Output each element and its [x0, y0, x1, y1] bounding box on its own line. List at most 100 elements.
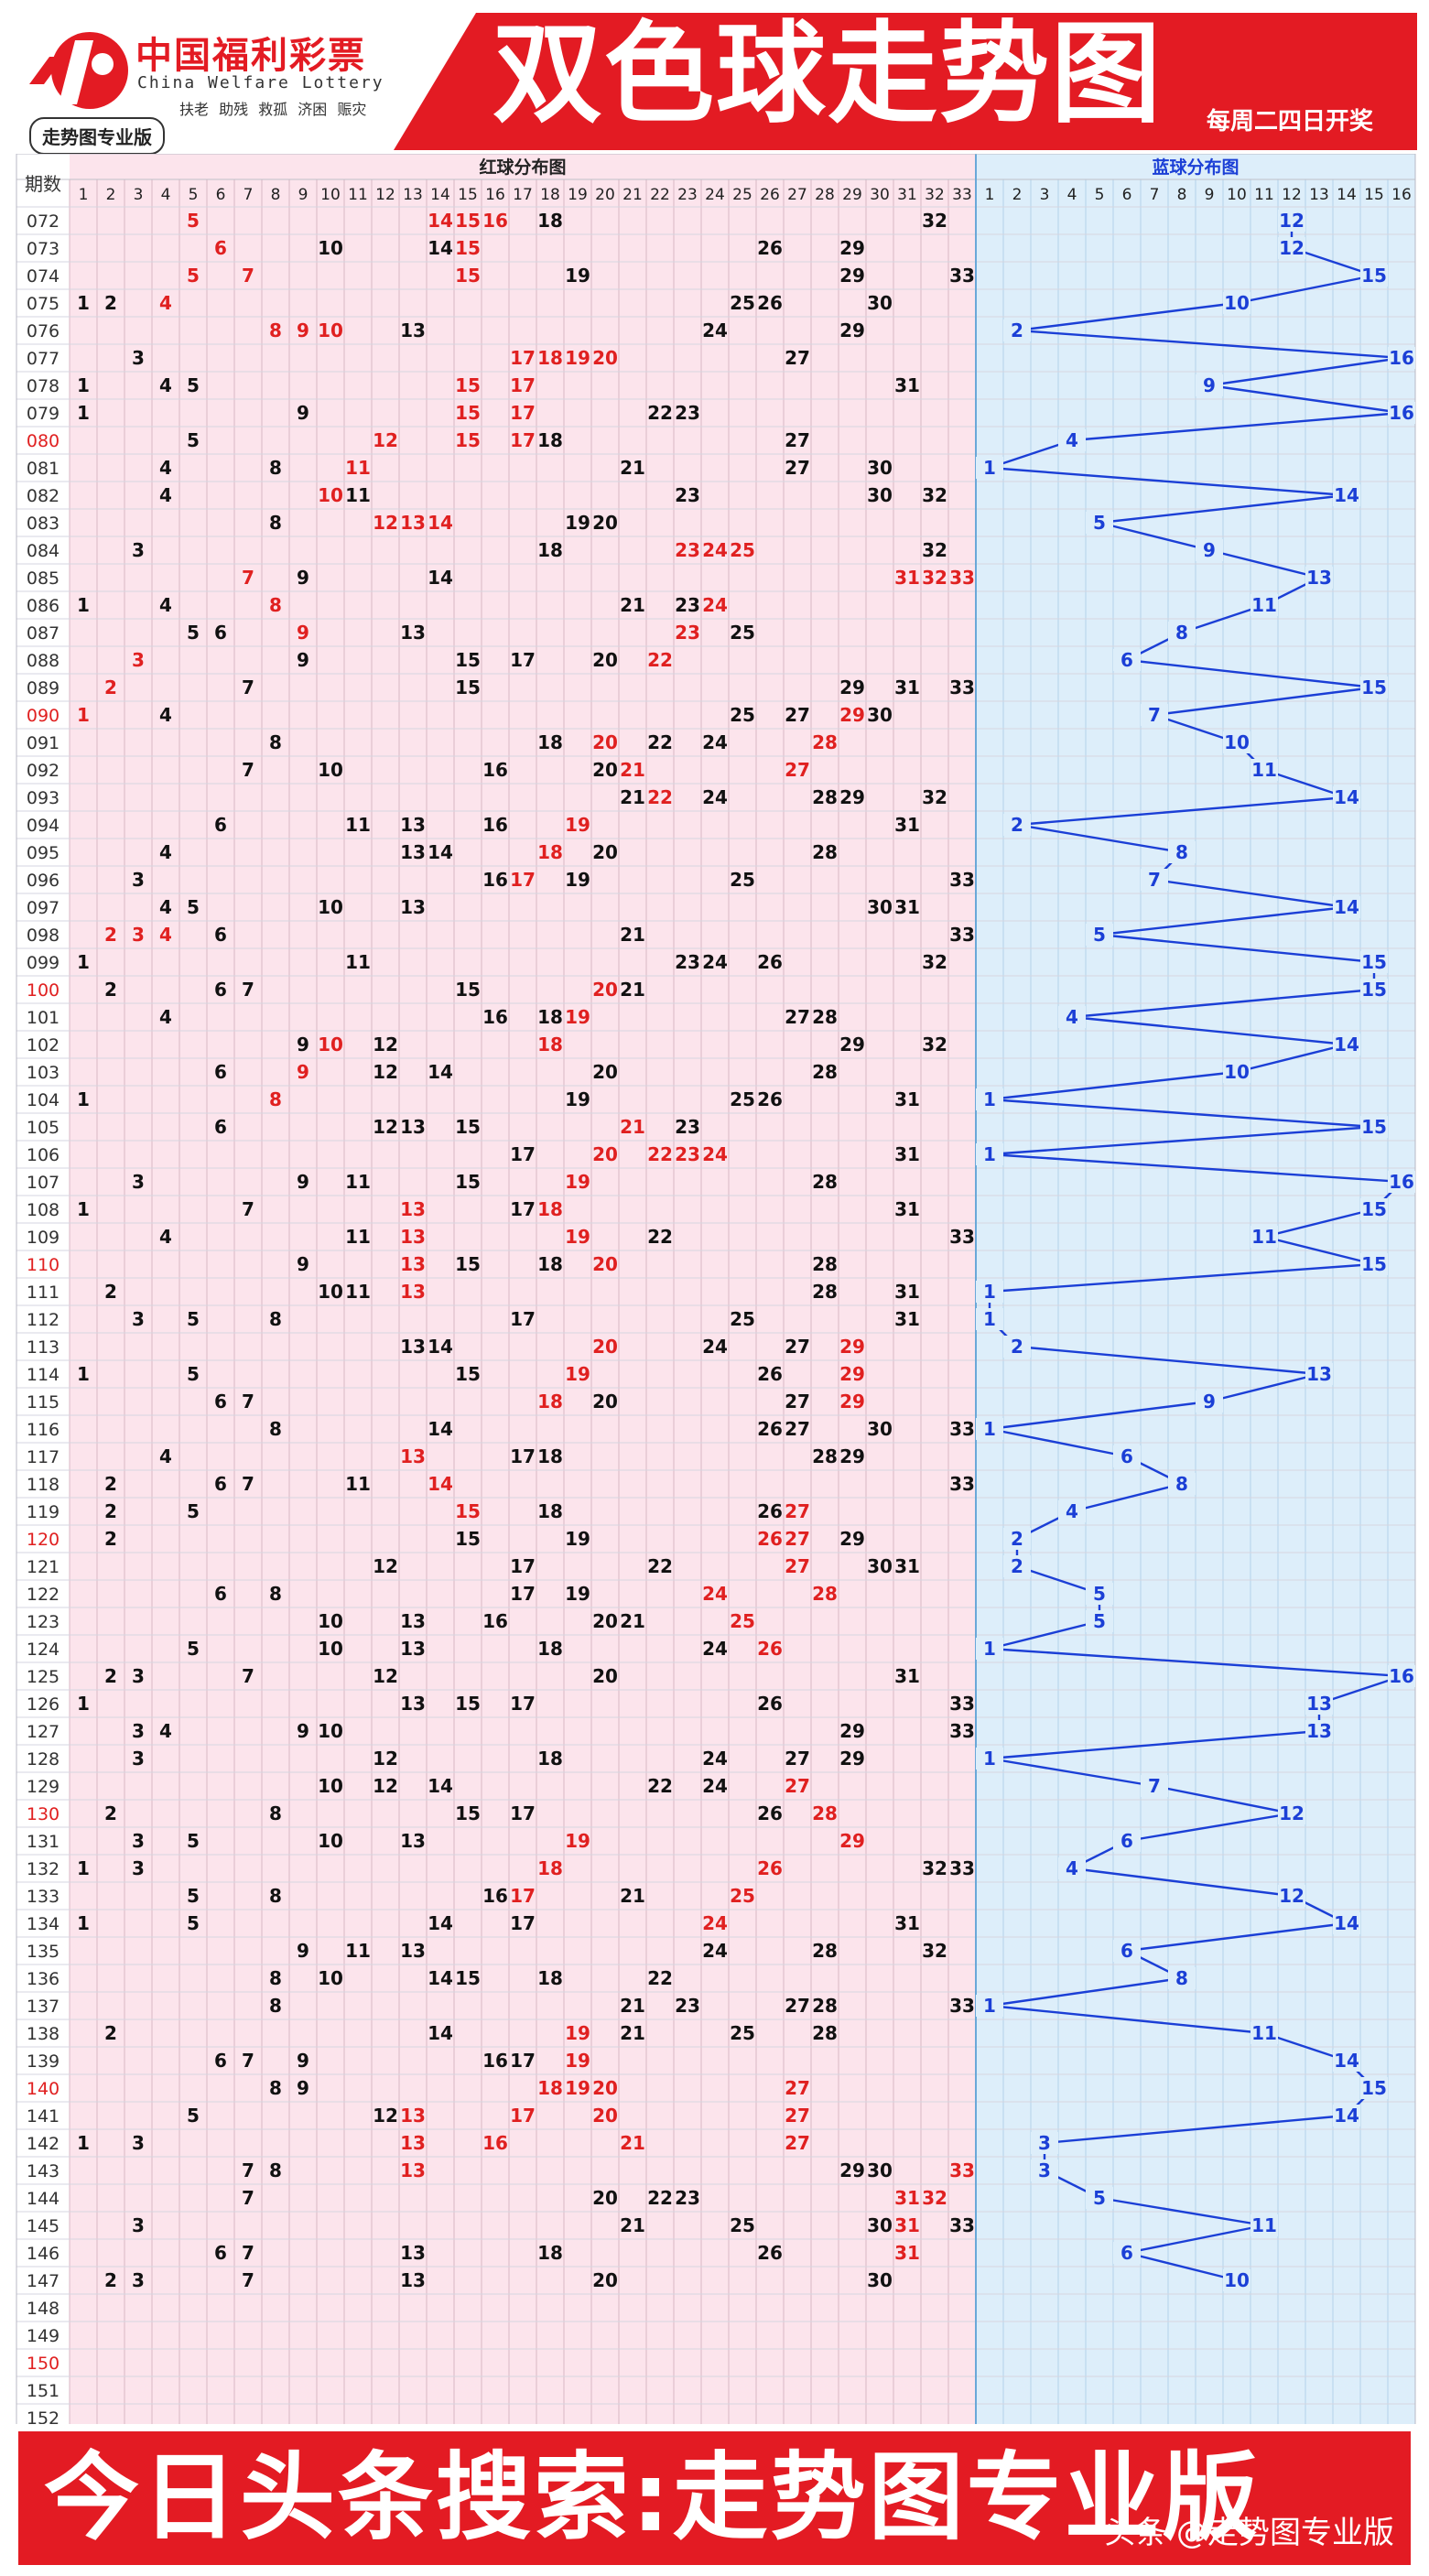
blue-ball-number: 16	[1389, 347, 1414, 369]
period-label: 149	[27, 2326, 60, 2346]
red-ball-number: 1	[77, 594, 90, 616]
blue-ball-number: 13	[1306, 567, 1332, 589]
red-ball-number: 11	[345, 1281, 371, 1303]
red-ball-number: 5	[187, 1638, 200, 1660]
blue-ball-number: 7	[1148, 1775, 1161, 1797]
red-ball-number: 14	[428, 237, 453, 259]
blue-ball-label-bg	[1058, 1006, 1086, 1028]
red-ball-number: 19	[565, 1171, 590, 1193]
red-ball-number: 10	[318, 1775, 343, 1797]
period-label: 090	[27, 706, 60, 726]
red-ball-number: 33	[949, 869, 975, 891]
red-ball-number: 17	[510, 374, 536, 396]
blue-zone-title: 蓝球分布图	[1152, 157, 1239, 178]
blue-ball-number: 15	[1361, 2077, 1387, 2099]
red-ball-number: 29	[839, 676, 865, 698]
red-ball-number: 31	[894, 1308, 920, 1330]
blue-column-label: 4	[1067, 186, 1077, 204]
blue-ball-label-bg	[1333, 2105, 1360, 2127]
period-label: 103	[27, 1063, 60, 1083]
red-column-label: 30	[870, 186, 890, 204]
red-column-label: 10	[320, 186, 341, 204]
red-ball-number: 18	[537, 1857, 563, 1879]
period-label: 079	[27, 404, 60, 424]
blue-ball-number: 2	[1011, 1528, 1023, 1550]
period-label: 084	[27, 541, 60, 561]
red-ball-number: 12	[373, 1748, 398, 1770]
red-column-label: 7	[244, 186, 254, 204]
red-ball-number: 22	[647, 1143, 673, 1165]
red-ball-number: 8	[269, 1995, 282, 2017]
blue-ball-label-bg	[1223, 292, 1250, 314]
red-ball-number: 16	[482, 1006, 508, 1028]
red-ball-number: 19	[565, 1006, 590, 1028]
blue-ball-number: 16	[1389, 402, 1414, 424]
red-ball-number: 8	[269, 731, 282, 753]
period-label: 111	[27, 1283, 60, 1303]
red-column-label: 11	[348, 186, 368, 204]
red-ball-number: 4	[159, 1445, 172, 1467]
blue-column-label: 10	[1227, 186, 1247, 204]
red-ball-number: 26	[757, 292, 783, 314]
red-ball-number: 17	[510, 1445, 536, 1467]
red-ball-number: 7	[242, 1391, 254, 1412]
red-ball-number: 6	[214, 1061, 227, 1083]
red-ball-number: 29	[839, 1363, 865, 1385]
header: 中国福利彩票 China Welfare Lottery 扶老 助残 救孤 济困…	[0, 0, 1429, 155]
red-ball-number: 29	[839, 237, 865, 259]
red-ball-number: 17	[510, 1308, 536, 1330]
red-ball-number: 25	[730, 2022, 755, 2044]
blue-ball-label-bg	[976, 1143, 1003, 1165]
red-ball-number: 9	[297, 1940, 309, 1962]
blue-ball-number: 2	[1011, 319, 1023, 341]
red-ball-number: 13	[400, 2269, 426, 2291]
red-ball-number: 8	[269, 457, 282, 479]
red-ball-number: 8	[269, 319, 282, 341]
red-ball-number: 27	[785, 1528, 810, 1550]
period-label: 147	[27, 2271, 60, 2291]
red-ball-number: 14	[428, 1061, 453, 1083]
red-column-label: 14	[430, 186, 450, 204]
red-ball-number: 7	[242, 676, 254, 698]
red-ball-number: 4	[159, 374, 172, 396]
red-ball-number: 21	[620, 924, 645, 946]
red-ball-number: 20	[592, 759, 618, 781]
red-ball-number: 10	[318, 1638, 343, 1660]
blue-ball-label-bg	[1333, 896, 1360, 918]
red-ball-number: 3	[132, 539, 145, 561]
red-ball-number: 12	[373, 429, 398, 451]
red-ball-number: 15	[455, 1116, 481, 1138]
red-ball-number: 24	[702, 1775, 728, 1797]
period-label: 074	[27, 266, 60, 287]
blue-ball-label-bg	[1168, 622, 1196, 644]
red-ball-number: 29	[839, 2159, 865, 2181]
red-ball-number: 29	[839, 1720, 865, 1742]
red-ball-number: 8	[269, 1583, 282, 1605]
blue-ball-number: 6	[1120, 649, 1133, 671]
red-ball-number: 13	[400, 841, 426, 863]
period-label: 142	[27, 2134, 60, 2154]
red-ball-number: 13	[400, 622, 426, 644]
red-ball-number: 2	[104, 1473, 117, 1495]
red-ball-number: 13	[400, 814, 426, 836]
red-ball-number: 19	[565, 2077, 590, 2099]
red-ball-number: 17	[510, 1198, 536, 1220]
red-ball-number: 10	[318, 1720, 343, 1742]
red-ball-number: 1	[77, 1912, 90, 1934]
blue-ball-number: 15	[1361, 951, 1387, 973]
red-ball-number: 33	[949, 1226, 975, 1248]
red-ball-number: 20	[592, 512, 618, 534]
period-label: 107	[27, 1173, 60, 1193]
red-ball-number: 15	[455, 265, 481, 287]
red-ball-number: 8	[269, 1308, 282, 1330]
blue-ball-number: 1	[983, 1088, 996, 1110]
red-ball-number: 9	[297, 567, 309, 589]
red-ball-number: 6	[214, 2050, 227, 2072]
red-column-label: 13	[403, 186, 423, 204]
red-ball-number: 17	[510, 1693, 536, 1715]
red-ball-number: 25	[730, 1308, 755, 1330]
red-ball-number: 24	[702, 539, 728, 561]
red-ball-number: 4	[159, 594, 172, 616]
red-ball-number: 12	[373, 2105, 398, 2127]
